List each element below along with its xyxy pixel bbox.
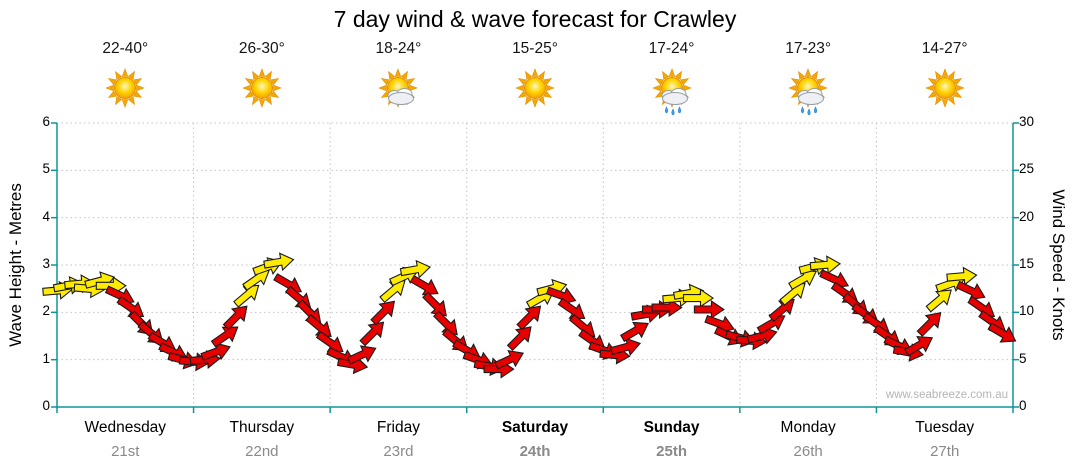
wind-arrow [925, 289, 952, 313]
wind-arrow [95, 276, 127, 296]
right-axis-tick-label: 0 [1019, 398, 1027, 413]
wind-arrow [399, 259, 432, 279]
day-name: Sunday [643, 419, 700, 436]
wind-arrow [682, 288, 714, 308]
wind-arrow [987, 322, 1017, 343]
wind-arrow [904, 336, 934, 357]
right-axis-label: Wind Speed - Knots [1049, 189, 1068, 341]
rain-drops-glyph [801, 106, 818, 116]
left-axis-tick-label: 6 [42, 114, 50, 129]
wind-arrow [494, 350, 525, 370]
temp-range: 18-24° [375, 40, 422, 57]
sunny-icon [194, 66, 331, 118]
wind-arrow [651, 298, 683, 318]
sun-glyph [515, 68, 555, 108]
right-axis-tick-label: 10 [1019, 303, 1035, 319]
sunny-icon-svg [924, 68, 965, 108]
right-axis-tick-label: 5 [1019, 350, 1027, 366]
left-axis-tick-label: 5 [42, 161, 50, 177]
wind-arrow [200, 342, 231, 361]
sun-glyph [105, 68, 146, 108]
wind-arrow [370, 300, 396, 326]
day-column-wednesday: 22-40° Wednesday 21st [57, 0, 194, 475]
sunny-icon-svg [241, 68, 282, 108]
right-axis-tick-label: 30 [1019, 114, 1035, 129]
day-name: Thursday [229, 419, 295, 436]
day-name: Monday [780, 419, 836, 436]
wind-arrow [210, 326, 239, 348]
wind-arrow [263, 252, 295, 272]
right-axis-tick-label: 15 [1019, 256, 1035, 271]
left-axis-tick-label: 3 [42, 256, 50, 271]
wind-arrow [346, 345, 377, 365]
wind-arrow [609, 337, 642, 356]
cloud-glyph [797, 88, 825, 105]
sunny-icon-svg [105, 68, 146, 108]
wind-arrow [359, 321, 385, 347]
day-name: Wednesday [84, 419, 167, 436]
right-axis-tick-label: 20 [1019, 208, 1035, 224]
day-name: Friday [376, 419, 420, 436]
left-axis-label: Wave Height - Metres [6, 183, 25, 347]
sunny-icon [467, 66, 604, 118]
temp-range: 26-30° [238, 40, 285, 57]
day-date: 22nd [245, 443, 279, 460]
wind-arrow [620, 321, 649, 343]
wind-arrow [693, 299, 725, 320]
day-column-sunday: 17-24° Sunday 25th [603, 0, 740, 475]
wind-arrow [788, 269, 817, 290]
day-date: 23rd [383, 443, 414, 460]
wind-arrow [768, 298, 795, 322]
day-date: 21st [111, 443, 140, 460]
day-date: 26th [793, 443, 823, 460]
left-axis-tick-label: 2 [42, 303, 50, 319]
partly-cloudy-shower-icon-svg [788, 68, 828, 116]
sunny-icon [57, 66, 194, 118]
temp-range: 14-27° [921, 40, 968, 57]
partly-cloudy-shower-icon [603, 66, 740, 118]
day-date: 27th [930, 443, 960, 460]
left-axis-tick-label: 0 [42, 398, 50, 413]
rain-drops-glyph [664, 106, 681, 116]
temp-range: 15-25° [512, 40, 558, 57]
partly-cloudy-icon-svg [378, 68, 419, 108]
day-name: Saturday [501, 419, 569, 436]
wind-arrow [809, 255, 841, 275]
partly-cloudy-icon [330, 66, 467, 118]
right-axis-tick-label: 25 [1019, 161, 1035, 177]
day-column-friday: 18-24° Friday 23rd [330, 0, 467, 475]
temp-range: 22-40° [102, 40, 149, 57]
left-axis-tick-label: 1 [42, 350, 50, 366]
temp-range: 17-23° [785, 40, 832, 57]
wind-arrow [506, 326, 532, 352]
day-column-saturday: 15-25° Saturday 24th [467, 0, 604, 475]
day-column-thursday: 26-30° Thursday 22nd [194, 0, 331, 475]
wind-arrow [946, 266, 978, 286]
left-axis-tick-label: 4 [42, 208, 50, 224]
wind-arrow [916, 312, 942, 337]
cloud-glyph [387, 88, 415, 105]
sun-glyph [924, 68, 965, 108]
chart-title: 7 day wind & wave forecast for Crawley [333, 6, 737, 32]
temp-range: 17-24° [648, 40, 695, 57]
sunny-icon [876, 66, 1013, 118]
wind-arrow [516, 305, 542, 331]
cloud-glyph [661, 88, 688, 105]
day-date: 24th [519, 443, 551, 460]
day-name: Tuesday [915, 419, 975, 436]
wind-arrow [955, 280, 986, 301]
wind-arrow [222, 305, 248, 331]
day-column-monday: 17-23° Monday 26th [740, 0, 877, 475]
partly-cloudy-shower-icon-svg [651, 68, 692, 116]
sun-glyph [241, 68, 282, 108]
partly-cloudy-shower-icon [740, 66, 877, 118]
day-column-tuesday: 14-27° Tuesday 27th [876, 0, 1013, 475]
sunny-icon-svg [515, 68, 555, 108]
watermark: www.seabreeze.com.au [885, 389, 1008, 401]
day-date: 25th [656, 443, 687, 460]
